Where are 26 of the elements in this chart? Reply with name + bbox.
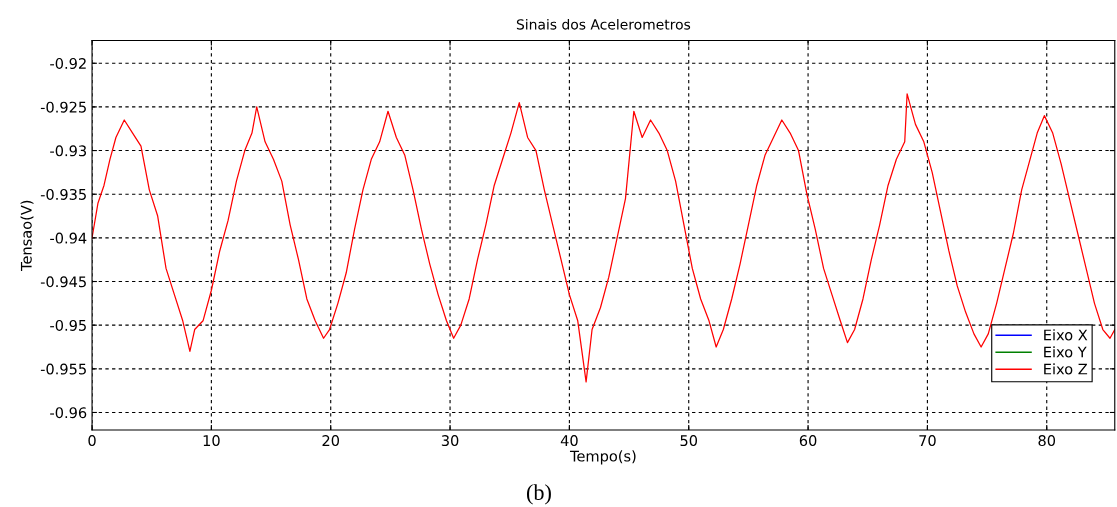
text: (b): [526, 484, 551, 505]
x-tick-label: 70: [919, 435, 936, 447]
line-series: [92, 93, 1115, 383]
y-tick-label: -0.96: [50, 407, 87, 419]
x-tick-label: 40: [560, 435, 578, 447]
x-tick-label: 20: [322, 435, 340, 447]
x-axis-title: Tempo(s): [569, 450, 636, 465]
y-tick-label: -0.935: [40, 188, 86, 200]
y-tick-label: -0.94: [50, 232, 87, 244]
legend-label: Eixo X: [1044, 329, 1088, 341]
y-tick-label: -0.95: [50, 319, 86, 331]
legend-label: Eixo Y: [1044, 346, 1087, 358]
x-tick-label: 60: [799, 435, 817, 447]
y-tick-label: -0.93: [50, 145, 87, 157]
x-tick-label: 50: [680, 435, 698, 447]
legend-label: Eixo Z: [1044, 363, 1088, 375]
x-tick-label: 30: [441, 435, 459, 447]
x-tick-label: 80: [1038, 435, 1056, 447]
y-tick-label: -0.925: [40, 101, 86, 113]
y-tick-label: -0.92: [50, 57, 86, 70]
y-axis-title: Tensao(V): [20, 200, 34, 272]
y-tick-label: -0.945: [40, 276, 86, 288]
x-tick-label: 0: [88, 435, 96, 447]
x-tick-label: 10: [203, 435, 220, 447]
chart-title: Sinais dos Acelerometros: [516, 18, 691, 30]
y-tick-label: -0.955: [40, 363, 86, 375]
